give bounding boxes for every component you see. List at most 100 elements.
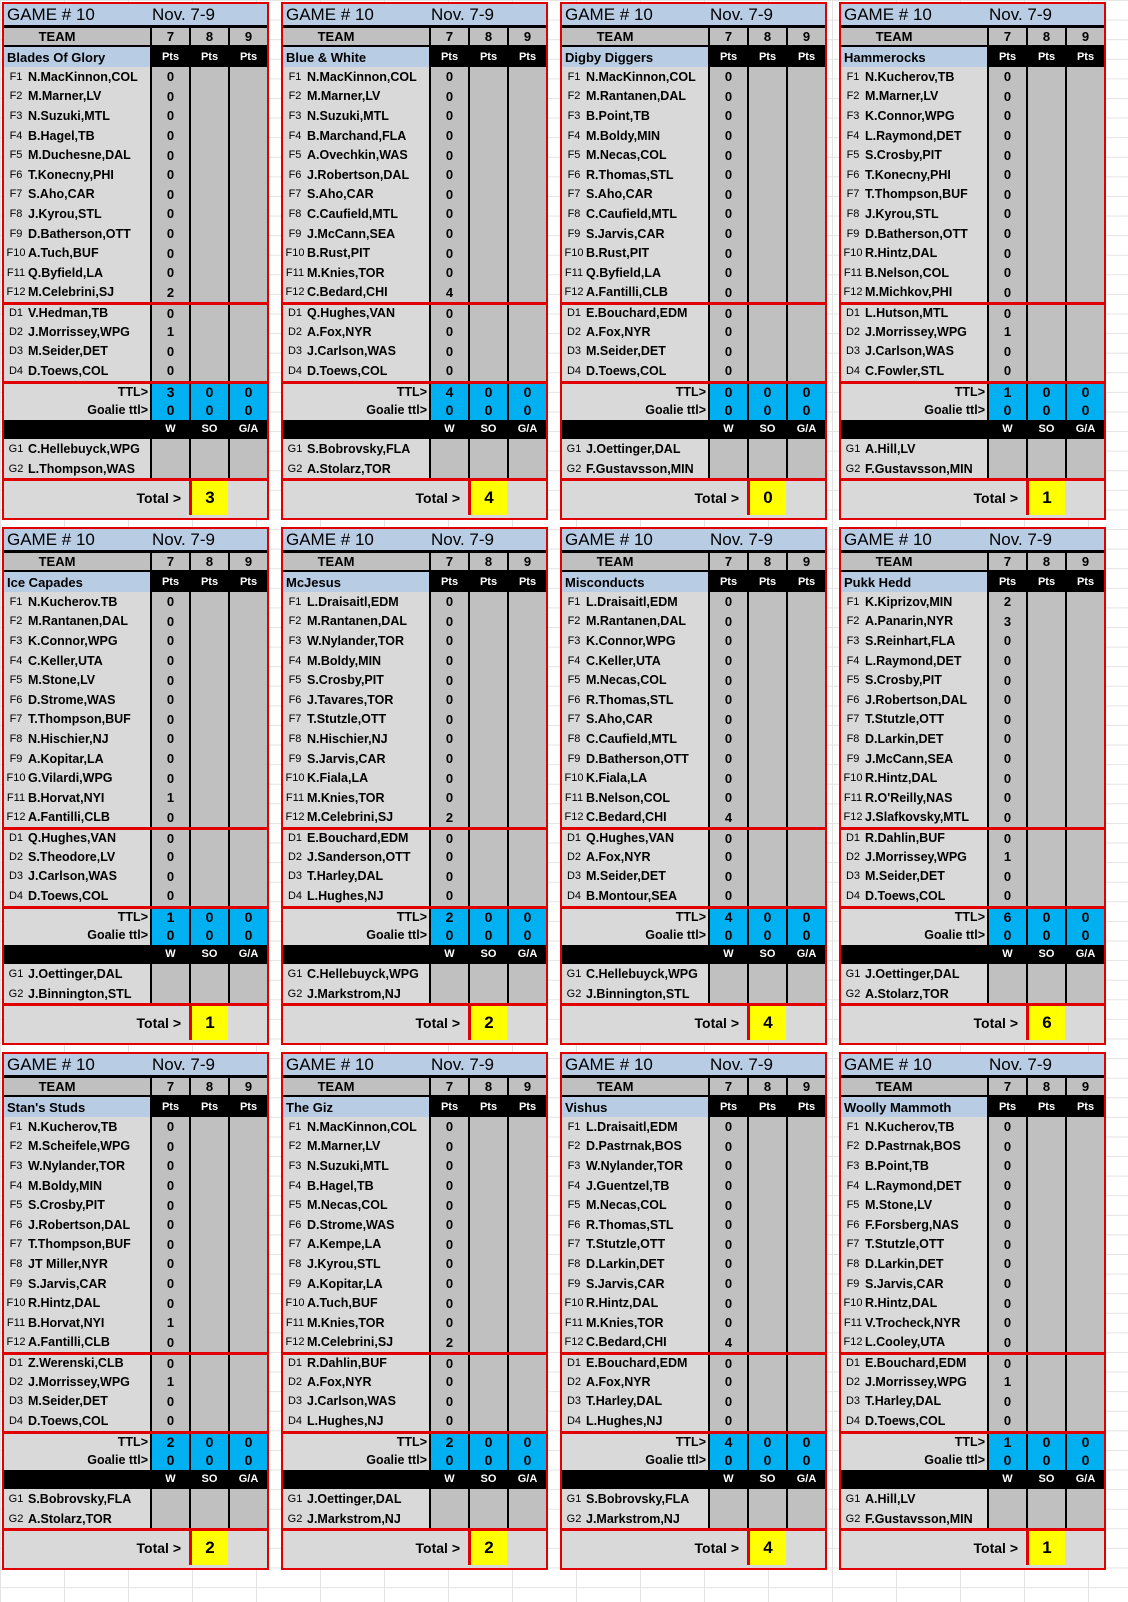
player-name: M.Rantanen,DAL [586, 89, 686, 104]
day-7-pts: 0 [429, 1117, 468, 1137]
slot-label: F9 [567, 752, 581, 765]
player-name: JT Miller,NYR [28, 1256, 108, 1271]
defense-row: D2 J.Morrissey,WPG 1 [4, 1371, 267, 1392]
goalie-ttl-value: 0 [429, 925, 468, 945]
day-8-pts [189, 1214, 228, 1235]
header-row: TEAM 7 8 9 [283, 1078, 546, 1097]
slot-label: F6 [846, 1218, 860, 1231]
goalie-so [189, 1489, 228, 1509]
slot-label: F1 [846, 595, 860, 608]
day-7-pts: 0 [987, 145, 1026, 165]
pts-header: Pts [1065, 572, 1104, 592]
slot-label: F9 [9, 227, 23, 240]
day-7-pts: 0 [429, 830, 468, 847]
day-9-pts [228, 885, 267, 906]
player-cell: F11 B.Horvat,NYI [4, 1312, 150, 1333]
day-9-pts [1065, 243, 1104, 263]
day-8-pts [1026, 1254, 1065, 1274]
goalie-ga [228, 983, 267, 1004]
team-header: TEAM [596, 29, 634, 44]
forward-row: F10 G.Vilardi,WPG 0 [4, 768, 267, 788]
player-cell: D4 C.Fowler,STL [841, 360, 987, 381]
total-label: Total > [973, 490, 1018, 507]
day-7-pts: 0 [150, 1234, 189, 1255]
player-cell: F9 S.Jarvis,CAR [562, 223, 708, 244]
day-9-pts [1065, 1312, 1104, 1333]
player-cell: G2 F.Gustavsson,MIN [841, 458, 987, 479]
goalie-so [1026, 458, 1065, 479]
day-8-pts [468, 1391, 507, 1411]
slot-label: D4 [8, 1414, 24, 1427]
day-8-pts [747, 807, 786, 828]
goalie-w [987, 964, 1026, 984]
day-8-pts [1026, 650, 1065, 671]
day-7-pts: 0 [987, 164, 1026, 185]
goalie-col-header: W [429, 419, 468, 440]
slot-label: D2 [566, 850, 582, 863]
day-8-pts [1026, 807, 1065, 828]
day-header: 7 [429, 1078, 468, 1095]
player-name: A.Fox,NYR [586, 849, 651, 864]
slot-label: D2 [287, 850, 303, 863]
player-cell: F4 J.Guentzel,TB [562, 1175, 708, 1196]
day-7-pts: 0 [429, 106, 468, 126]
team-header: TEAM [875, 1079, 913, 1094]
goalie-stats-header: W SO G/A [283, 1469, 546, 1490]
player-cell: D3 M.Seider,DET [4, 341, 150, 361]
player-name: M.Seider,DET [865, 869, 945, 884]
player-cell: D4 L.Hughes,NJ [283, 1410, 429, 1431]
day-7-pts: 0 [987, 1234, 1026, 1255]
goalie-stats-header: W SO G/A [283, 419, 546, 440]
forward-row: F9 S.Jarvis,CAR 0 [562, 223, 825, 244]
ttl-label: TTL> [4, 383, 150, 401]
day-8-pts [468, 611, 507, 632]
slot-label: D1 [566, 307, 582, 320]
game-number: GAME # 10 [565, 529, 653, 549]
team-name-row: Digby Diggers Pts Pts Pts [562, 47, 825, 67]
total-row: Total >4 [562, 1003, 825, 1041]
slot-label: D1 [8, 307, 24, 320]
slot-label: D4 [287, 364, 303, 377]
player-name: S.Jarvis,CAR [865, 1276, 944, 1291]
slot-label: F1 [567, 1120, 581, 1133]
player-name: M.Necas,COL [586, 148, 667, 163]
slot-label: D1 [845, 307, 861, 320]
day-9-pts [507, 223, 546, 244]
day-8-pts [468, 1293, 507, 1313]
player-name: L.Hughes,NJ [586, 1413, 663, 1428]
slot-label: F8 [9, 1257, 23, 1270]
defense-row: D4 L.Hughes,NJ 0 [562, 1410, 825, 1431]
goalie-ttl-value: 0 [786, 1450, 825, 1470]
goalie-col-header: G/A [507, 944, 546, 965]
slot-label: D1 [845, 1357, 861, 1370]
player-name: D.Pastrnak,BOS [586, 1139, 682, 1154]
day-9-pts [1065, 1214, 1104, 1235]
pts-header: Pts [747, 572, 786, 592]
defense-row: D1 E.Bouchard,EDM 0 [283, 827, 546, 847]
day-8-pts [189, 341, 228, 361]
day-8-pts [189, 305, 228, 322]
forward-row: F3 S.Reinhart,FLA 0 [841, 631, 1104, 651]
day-9-pts [786, 631, 825, 651]
day-9-pts [507, 360, 546, 381]
day-7-pts: 0 [150, 670, 189, 690]
day-9-pts [507, 1195, 546, 1215]
day-8-pts [468, 1312, 507, 1333]
forward-row: F3 K.Connor,WPG 0 [841, 106, 1104, 126]
slot-label: D3 [287, 1395, 303, 1408]
day-header: 8 [468, 553, 507, 570]
day-9-pts [228, 748, 267, 769]
game-dates: Nov. 7-9 [710, 529, 773, 549]
ttl-value: 0 [468, 908, 507, 926]
player-cell: F11 M.Knies,TOR [283, 262, 429, 283]
day-7-pts: 1 [150, 1312, 189, 1333]
day-9-pts [1065, 223, 1104, 244]
game-number: GAME # 10 [844, 529, 932, 549]
forward-row: F1 N.MacKinnon,COL 0 [283, 67, 546, 87]
forward-row: F2 M.Rantanen,DAL 0 [562, 86, 825, 107]
forward-row: F2 M.Marner,LV 0 [283, 86, 546, 107]
slot-label: F4 [288, 129, 302, 142]
day-7-pts: 0 [429, 1254, 468, 1274]
goalie-w [429, 458, 468, 479]
day-7-pts: 0 [987, 1355, 1026, 1372]
